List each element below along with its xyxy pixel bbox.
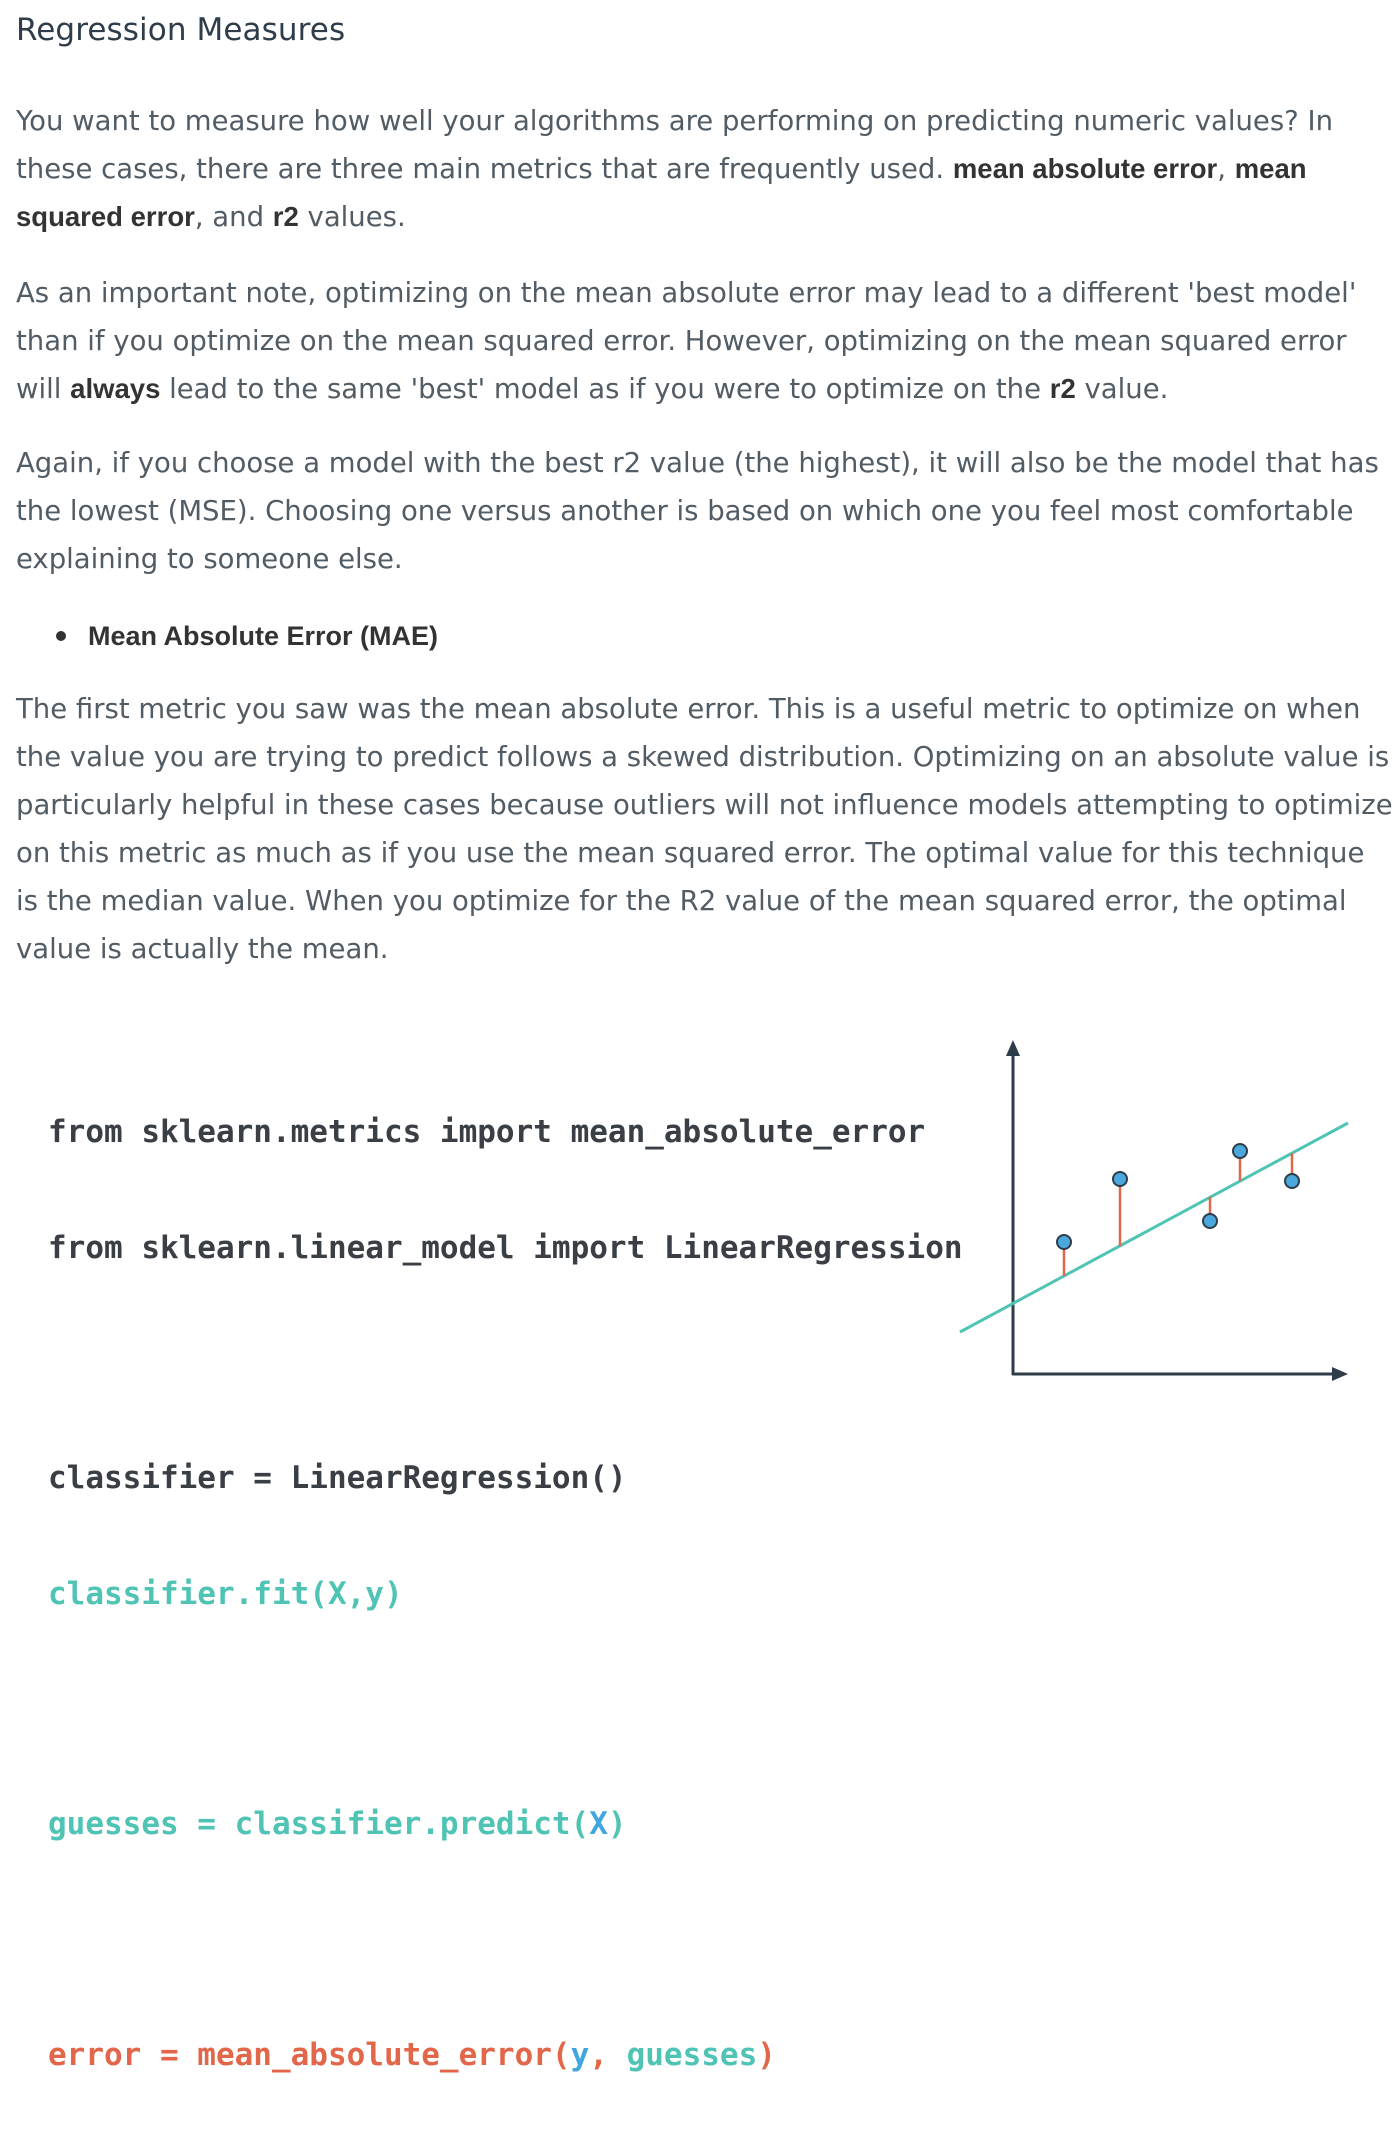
bold-term-mse: mean squared error [16, 153, 1307, 232]
code-block: from sklearn.metrics import mean_absolut… [48, 1036, 963, 2151]
code-token: guesses = classifier.predict( [48, 1806, 590, 1842]
code-token: y [570, 2036, 590, 2073]
intro-paragraph: You want to measure how well your algori… [16, 97, 1394, 241]
code-line: guesses = classifier.predict(X) [48, 1805, 963, 1844]
list-item: Mean Absolute Error (MAE) [56, 612, 438, 660]
code-token: ) [607, 1806, 627, 1842]
code-line: from sklearn.metrics import mean_absolut… [48, 1114, 926, 1150]
text-span: As an important note, optimizing on the … [16, 277, 1357, 405]
text-span: lead to the same 'best' model as if you … [160, 373, 1050, 405]
data-point [1202, 1213, 1218, 1229]
code-token: , [589, 2036, 627, 2073]
regression-plot [959, 1040, 1349, 1381]
bullet-list: Mean Absolute Error (MAE) [56, 612, 438, 660]
text-span: , [1217, 153, 1235, 185]
regression-line [959, 1121, 1349, 1334]
page-title: Regression Measures [16, 12, 346, 48]
bold-term-r2: r2 [272, 201, 299, 232]
again-paragraph: Again, if you choose a model with the be… [16, 447, 1379, 575]
data-point [1284, 1173, 1300, 1189]
arrow-right-icon [1332, 1367, 1348, 1381]
list-item-label: Mean Absolute Error (MAE) [88, 621, 439, 651]
data-point [1112, 1171, 1128, 1187]
code-token: X [589, 1806, 608, 1842]
text-span: You want to measure how well your algori… [16, 105, 1334, 185]
code-line: classifier = LinearRegression() [48, 1460, 627, 1496]
note-paragraph: As an important note, optimizing on the … [16, 269, 1394, 413]
code-token: error = mean_absolute_error( [48, 2036, 571, 2073]
arrow-up-icon [1006, 1040, 1020, 1056]
data-point [1232, 1143, 1248, 1159]
text-span: , and [194, 201, 273, 233]
data-point [1056, 1234, 1072, 1250]
bold-term-r2: r2 [1049, 373, 1076, 404]
bold-term-always: always [70, 373, 161, 404]
code-token: ) [757, 2036, 776, 2073]
mae-illustration: from sklearn.metrics import mean_absolut… [0, 1000, 1400, 2073]
mae-paragraph: The first metric you saw was the mean ab… [16, 693, 1393, 965]
code-line: from sklearn.linear_model import LinearR… [48, 1229, 963, 1266]
text-span: value. [1075, 373, 1169, 405]
text-span: values. [298, 201, 406, 233]
code-line: error = mean_absolute_error(y, guesses) [48, 2036, 963, 2075]
code-line: classifier.fit(X,y) [48, 1575, 403, 1612]
bold-term-mae: mean absolute error [952, 153, 1218, 184]
bullet-dot-icon [56, 631, 66, 641]
code-token: guesses [626, 2036, 758, 2073]
